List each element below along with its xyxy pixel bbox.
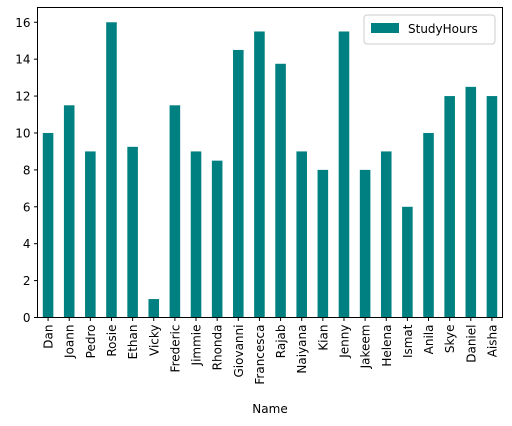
x-tick-label-anila: Anila [422, 325, 436, 355]
legend-box [363, 14, 496, 45]
y-axis: 0 2 4 6 8 10 12 14 16 [15, 16, 38, 325]
bar-jakeem [359, 169, 371, 318]
bar-rhonda [211, 160, 223, 318]
x-tick-label-ismat: Ismat [401, 324, 415, 358]
bar-naiyana [296, 151, 307, 318]
bars-group [42, 22, 498, 318]
x-tick-label-aisha: Aisha [485, 325, 499, 358]
bar-ismat [402, 206, 413, 318]
x-tick-label-kian: Kian [316, 325, 330, 351]
y-tick-label: 2 [23, 274, 31, 288]
y-tick-label: 6 [23, 200, 31, 214]
x-tick-label-helena: Helena [380, 325, 394, 367]
bar-jimmie [190, 151, 202, 318]
y-tick-label: 12 [15, 90, 30, 104]
legend-swatch [371, 23, 399, 33]
legend: StudyHours [363, 14, 496, 45]
bar-dan [42, 132, 54, 318]
bar-frederic [169, 105, 181, 318]
x-tick-label-jimmie: Jimmie [190, 325, 204, 367]
bar-daniel [465, 86, 477, 318]
bar-rosie [106, 22, 117, 318]
bar-joann [63, 105, 75, 318]
y-tick-label: 8 [23, 163, 31, 177]
bar-giovanni [233, 49, 244, 318]
x-tick-label-naiyana: Naiyana [295, 325, 309, 374]
bar-vicky [148, 299, 160, 318]
x-tick-label-vicky: Vicky [147, 325, 161, 357]
x-axis-title: Name [252, 402, 287, 416]
plot-frame [37, 7, 503, 318]
bar-pedro [85, 151, 96, 318]
x-tick-label-daniel: Daniel [464, 324, 478, 362]
x-tick-label-ethan: Ethan [126, 325, 140, 360]
bar-helena [380, 151, 392, 318]
bar-aisha [486, 96, 498, 318]
x-tick-label-jakeem: Jakeem [359, 325, 373, 370]
bar-francesca [254, 31, 265, 318]
x-tick-label-rosie: Rosie [105, 325, 119, 357]
bar-ethan [127, 146, 138, 318]
x-tick-label-rhonda: Rhonda [211, 325, 225, 371]
y-tick-label: 4 [23, 237, 31, 251]
y-tick-label: 0 [23, 311, 31, 325]
bar-jenny [338, 31, 350, 318]
bar-anila [423, 132, 434, 318]
bar-skye [444, 96, 455, 318]
bar-kian [317, 169, 329, 318]
bar-rajab [275, 63, 286, 318]
x-tick-label-rajab: Rajab [274, 325, 288, 359]
y-tick-label: 14 [15, 53, 30, 67]
x-tick-label-francesca: Francesca [253, 325, 267, 385]
x-tick-label-joann: Joann [63, 325, 77, 359]
x-tick-label-pedro: Pedro [84, 325, 98, 359]
x-tick-label-dan: Dan [42, 325, 56, 349]
x-tick-label-giovanni: Giovanni [232, 325, 246, 378]
x-axis: Dan Joann Pedro Rosie Ethan Vicky Frederic Jimm… [42, 317, 499, 385]
x-tick-label-frederic: Frederic [168, 325, 182, 373]
y-tick-label: 10 [15, 126, 30, 140]
y-tick-label: 16 [15, 16, 30, 30]
legend-label: StudyHours [408, 22, 478, 36]
x-tick-label-jenny: Jenny [337, 325, 351, 359]
x-tick-label-skye: Skye [443, 325, 457, 354]
